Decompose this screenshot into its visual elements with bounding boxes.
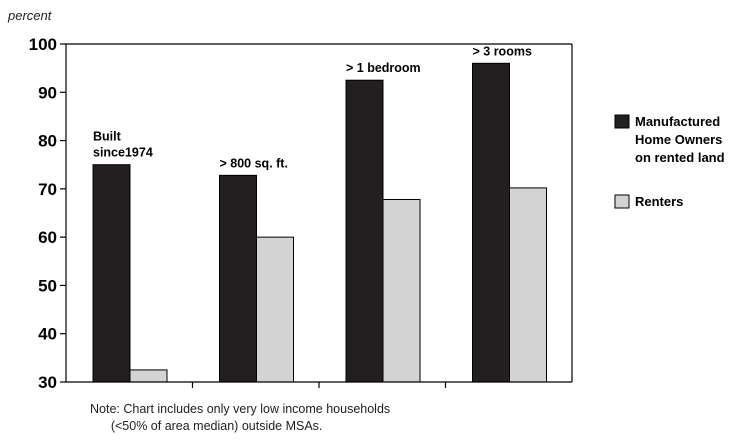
bar-chart: percent 30 40 50 60 70 80 90 100 Built since1974… [7, 8, 725, 392]
note-line-2: (<50% of area median) outside MSAs. [90, 419, 323, 433]
legend-swatch [614, 114, 630, 129]
bar-owners [219, 174, 257, 383]
legend-label: Home Owners [635, 132, 722, 147]
y-axis-ticks: 30 40 50 60 70 80 90 100 [29, 35, 66, 392]
category-label: since1974 [93, 146, 153, 160]
y-tick-label: 60 [38, 228, 57, 247]
bar-renters [509, 187, 547, 383]
x-axis-ticks [191, 382, 447, 388]
legend-label: Renters [635, 194, 683, 209]
category-label: > 800 sq. ft. [220, 156, 288, 170]
y-tick-label: 70 [38, 180, 57, 199]
chart-note: Note: Chart includes only very low incom… [90, 401, 390, 435]
bar-renters [256, 236, 294, 383]
y-tick-label: 30 [38, 373, 57, 392]
y-tick-label: 40 [38, 325, 57, 344]
y-axis-label: percent [7, 8, 53, 23]
category-label: > 3 rooms [473, 44, 532, 58]
legend-label: Manufactured [635, 114, 720, 129]
bar-owners [92, 164, 131, 383]
y-tick-label: 100 [29, 35, 57, 54]
category-label: Built [93, 130, 122, 144]
bar-owners [345, 79, 384, 383]
bar-renters [129, 369, 168, 383]
bar-renters [382, 198, 421, 383]
category-annotations: Built since1974 > 800 sq. ft. > 1 bedroom > … [93, 44, 532, 170]
legend-swatch [614, 194, 630, 209]
note-line-1: Note: Chart includes only very low incom… [90, 402, 391, 416]
category-label: > 1 bedroom [346, 61, 421, 75]
legend-label: on rented land [635, 150, 725, 165]
y-tick-label: 80 [38, 132, 57, 151]
y-tick-label: 50 [38, 276, 57, 295]
legend: Manufactured Home Owners on rented land Ren… [614, 114, 725, 209]
bars [92, 62, 547, 383]
bar-owners [472, 62, 510, 383]
y-tick-label: 90 [38, 83, 57, 102]
